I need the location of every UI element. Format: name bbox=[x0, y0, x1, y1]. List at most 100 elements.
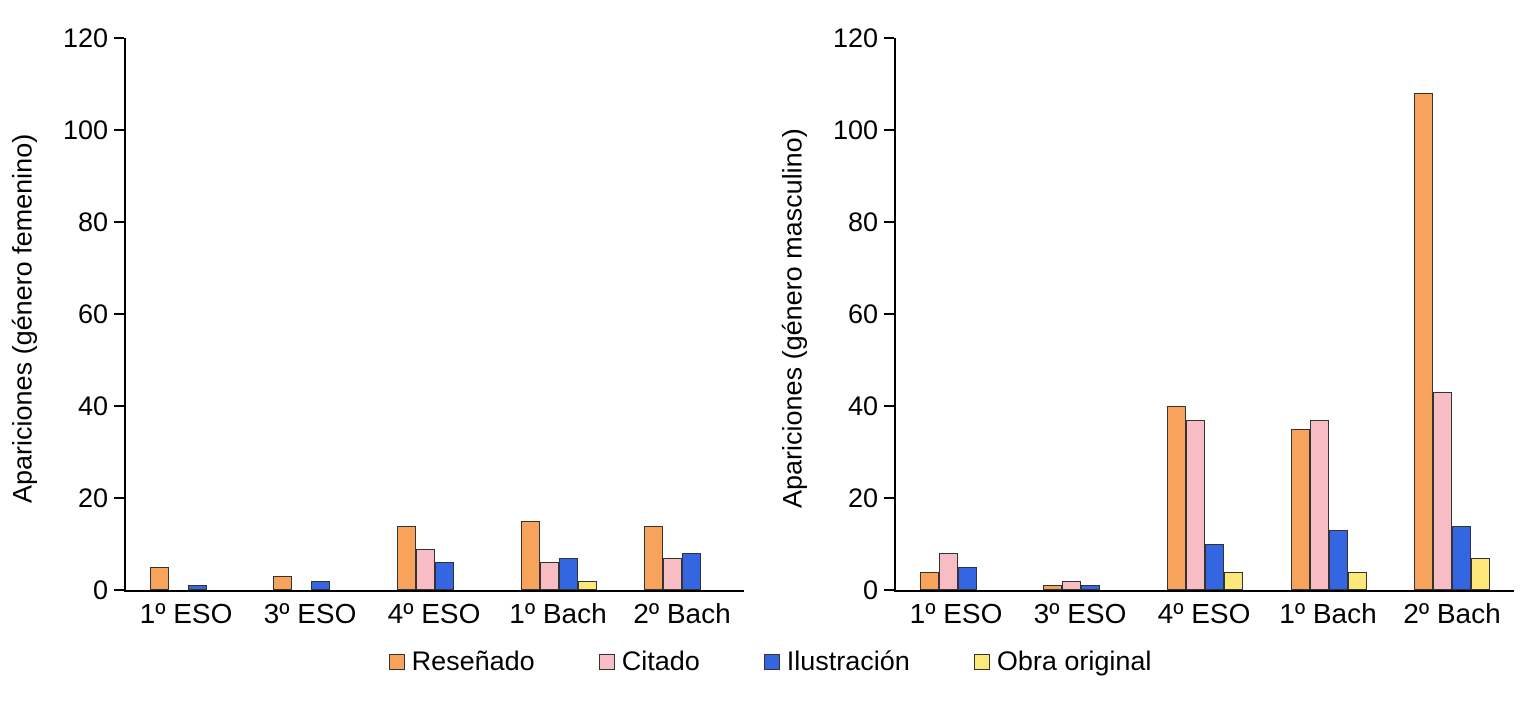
bar-slot bbox=[938, 38, 958, 590]
bar-reseñado bbox=[396, 525, 416, 590]
y-tick-mark bbox=[114, 313, 124, 315]
y-tick-label: 120 bbox=[62, 23, 108, 53]
bar-reseñado bbox=[644, 525, 664, 590]
legend: Reseñado Citado Ilustración Obra original bbox=[0, 646, 1540, 677]
bar-group-4º-eso bbox=[1143, 38, 1267, 590]
bar-slot bbox=[1328, 38, 1348, 590]
bar-ilustración bbox=[1452, 525, 1472, 590]
y-tick-mark bbox=[884, 405, 894, 407]
bar-slot bbox=[539, 38, 559, 590]
legend-item-obra-original: Obra original bbox=[973, 646, 1152, 677]
x-tick-label: 2º Bach bbox=[1403, 598, 1501, 629]
bar-slot bbox=[149, 38, 169, 590]
bar-slot bbox=[701, 38, 720, 590]
y-axis-title-femenino: Apariciones (género femenino) bbox=[7, 133, 38, 503]
bar-slot bbox=[1290, 38, 1310, 590]
bar-ilustración bbox=[1204, 544, 1224, 590]
y-tick-label: 100 bbox=[62, 115, 108, 145]
legend-item-reseñado: Reseñado bbox=[388, 646, 535, 677]
bar-slot bbox=[1471, 38, 1491, 590]
bar-slot bbox=[1166, 38, 1186, 590]
y-tick-label: 100 bbox=[832, 115, 878, 145]
bar-slot bbox=[187, 38, 207, 590]
bar-group-1º-bach bbox=[1267, 38, 1391, 590]
legend-label: Reseñado bbox=[411, 646, 535, 676]
bar-reseñado bbox=[1290, 429, 1310, 590]
bar-citado bbox=[1062, 580, 1082, 590]
legend-item-citado: Citado bbox=[598, 646, 700, 677]
y-tick-mark bbox=[114, 405, 124, 407]
bar-citado bbox=[938, 553, 958, 590]
y-tick-label: 60 bbox=[77, 299, 108, 329]
chart-body: 0 20 40 60 80 100 120 1º ESO 3º ESO 4º ESO 1º Bac… bbox=[816, 23, 1540, 630]
bar-obra-original bbox=[577, 580, 597, 590]
bar-slot bbox=[957, 38, 977, 590]
x-tick-label: 3º ESO bbox=[1033, 598, 1127, 629]
bar-slot bbox=[1347, 38, 1367, 590]
bar-ilustración bbox=[311, 580, 331, 590]
y-tick-mark bbox=[884, 589, 894, 591]
y-tick-label: 20 bbox=[77, 483, 108, 513]
bar-group-3º-eso bbox=[250, 38, 374, 590]
legend-swatch bbox=[763, 653, 780, 670]
y-tick-mark bbox=[884, 37, 894, 39]
bar-citado bbox=[539, 562, 559, 590]
x-tick-label: 1º ESO bbox=[909, 598, 1003, 629]
legend-swatch bbox=[973, 653, 990, 670]
bar-slot bbox=[1204, 38, 1224, 590]
chart-femenino: Apariciones (género femenino) 0 20 40 60 80 1… bbox=[0, 18, 770, 630]
legend-label: Obra original bbox=[996, 646, 1152, 676]
bar-slot bbox=[663, 38, 683, 590]
y-tick-mark bbox=[884, 221, 894, 223]
plot-column: 1º ESO 3º ESO 4º ESO 1º Bach 2º Bach bbox=[894, 38, 1514, 630]
plot-area bbox=[894, 38, 1514, 592]
bar-ilustración bbox=[558, 557, 578, 590]
y-tick-label: 80 bbox=[77, 207, 108, 237]
legend-swatch bbox=[598, 653, 615, 670]
bar-slot bbox=[577, 38, 597, 590]
bar-reseñado bbox=[919, 571, 939, 590]
bar-ilustración bbox=[1081, 585, 1101, 590]
bar-reseñado bbox=[520, 521, 540, 590]
bar-slot bbox=[977, 38, 996, 590]
bar-group-3º-eso bbox=[1020, 38, 1144, 590]
bar-group-1º-eso bbox=[896, 38, 1020, 590]
bar-slot bbox=[1100, 38, 1119, 590]
y-tick-mark bbox=[114, 129, 124, 131]
bar-citado bbox=[1309, 419, 1329, 590]
x-tick-label: 4º ESO bbox=[1157, 598, 1251, 629]
plot-column: 1º ESO 3º ESO 4º ESO 1º Bach 2º Bach bbox=[124, 38, 744, 630]
y-axis: 0 20 40 60 80 100 120 bbox=[816, 23, 894, 605]
bar-slot bbox=[415, 38, 435, 590]
bar-citado bbox=[1185, 419, 1205, 590]
bar-slot bbox=[1433, 38, 1453, 590]
y-tick-mark bbox=[884, 497, 894, 499]
y-tick-label: 60 bbox=[847, 299, 878, 329]
bar-ilustración bbox=[187, 585, 207, 590]
bar-slot bbox=[434, 38, 454, 590]
x-axis-labels: 1º ESO 3º ESO 4º ESO 1º Bach 2º Bach bbox=[894, 598, 1514, 630]
bar-slot bbox=[1081, 38, 1101, 590]
bar-slot bbox=[1309, 38, 1329, 590]
bar-ilustración bbox=[1328, 530, 1348, 590]
bar-ilustración bbox=[434, 562, 454, 590]
bar-ilustración bbox=[957, 567, 977, 590]
y-axis-title-masculino: Apariciones (género masculino) bbox=[777, 128, 808, 508]
y-tick-mark bbox=[114, 497, 124, 499]
bar-reseñado bbox=[1043, 585, 1063, 590]
legend-label: Ilustración bbox=[786, 646, 910, 676]
bar-slot bbox=[520, 38, 540, 590]
bar-reseñado bbox=[1166, 406, 1186, 590]
legend-swatch bbox=[388, 653, 405, 670]
bar-group-4º-eso bbox=[373, 38, 497, 590]
bar-slot bbox=[1452, 38, 1472, 590]
bar-slot bbox=[1414, 38, 1434, 590]
bar-slot bbox=[311, 38, 331, 590]
y-tick-mark bbox=[884, 129, 894, 131]
bar-slot bbox=[1185, 38, 1205, 590]
bar-citado bbox=[1433, 392, 1453, 590]
chart-body: 0 20 40 60 80 100 120 1º ESO 3º ESO 4º ESO 1º Bac… bbox=[46, 23, 770, 630]
bar-slot bbox=[1223, 38, 1243, 590]
figure: Apariciones (género femenino) 0 20 40 60 80 1… bbox=[0, 18, 1540, 630]
y-tick-label: 40 bbox=[77, 391, 108, 421]
